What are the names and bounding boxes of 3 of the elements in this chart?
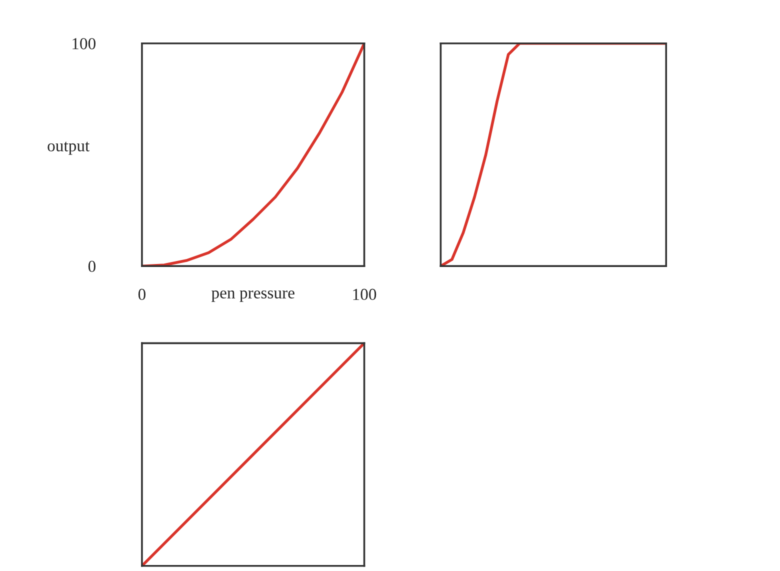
x-axis-title: pen pressure bbox=[211, 290, 294, 302]
y-axis-title: output bbox=[48, 142, 90, 155]
line-series bbox=[142, 43, 364, 266]
